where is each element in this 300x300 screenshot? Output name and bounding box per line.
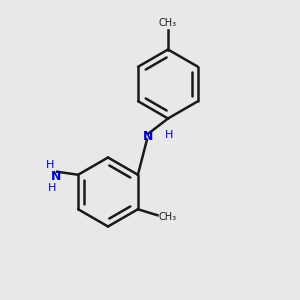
Text: CH₃: CH₃ xyxy=(159,18,177,28)
Text: N: N xyxy=(50,170,61,183)
Text: H: H xyxy=(47,183,56,193)
Text: N: N xyxy=(143,130,154,143)
Text: CH₃: CH₃ xyxy=(159,212,177,222)
Text: H: H xyxy=(165,130,173,140)
Text: H: H xyxy=(46,160,54,170)
